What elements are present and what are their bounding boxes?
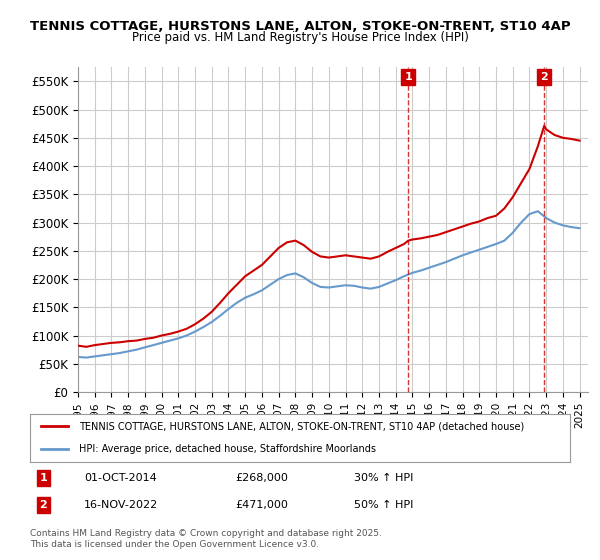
Text: 2: 2 [541, 72, 548, 82]
Text: 1: 1 [40, 473, 47, 483]
Text: 16-NOV-2022: 16-NOV-2022 [84, 500, 158, 510]
Text: TENNIS COTTAGE, HURSTONS LANE, ALTON, STOKE-ON-TRENT, ST10 4AP: TENNIS COTTAGE, HURSTONS LANE, ALTON, ST… [29, 20, 571, 32]
Text: HPI: Average price, detached house, Staffordshire Moorlands: HPI: Average price, detached house, Staf… [79, 444, 376, 454]
Text: Price paid vs. HM Land Registry's House Price Index (HPI): Price paid vs. HM Land Registry's House … [131, 31, 469, 44]
Text: TENNIS COTTAGE, HURSTONS LANE, ALTON, STOKE-ON-TRENT, ST10 4AP (detached house): TENNIS COTTAGE, HURSTONS LANE, ALTON, ST… [79, 421, 524, 431]
Text: £268,000: £268,000 [235, 473, 288, 483]
Text: 30% ↑ HPI: 30% ↑ HPI [354, 473, 413, 483]
Text: £471,000: £471,000 [235, 500, 288, 510]
Text: 2: 2 [40, 500, 47, 510]
Text: 1: 1 [404, 72, 412, 82]
Text: 50% ↑ HPI: 50% ↑ HPI [354, 500, 413, 510]
Text: Contains HM Land Registry data © Crown copyright and database right 2025.
This d: Contains HM Land Registry data © Crown c… [30, 529, 382, 549]
Text: 01-OCT-2014: 01-OCT-2014 [84, 473, 157, 483]
